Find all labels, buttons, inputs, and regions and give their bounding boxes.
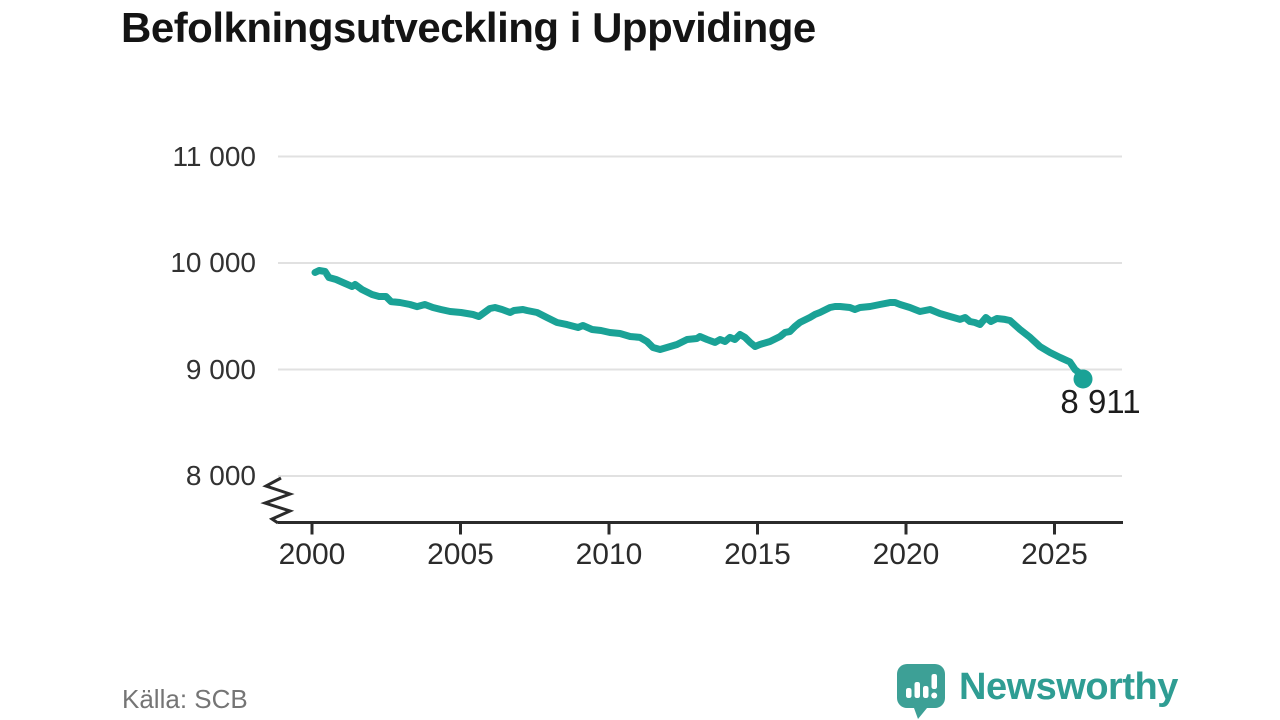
axis-break-icon <box>260 476 295 525</box>
source-note: Källa: SCB <box>122 684 248 714</box>
y-tick-label: 9 000 <box>185 353 256 385</box>
newsworthy-wordmark: Newsworthy <box>959 666 1178 708</box>
x-tick-label: 2020 <box>872 538 940 571</box>
x-tick-label: 2000 <box>278 538 346 571</box>
y-tick-label: 11 000 <box>172 140 256 172</box>
last-value-label: 8 911 <box>1060 383 1141 420</box>
x-tick-label: 2010 <box>575 538 643 571</box>
page-title: Befolkningsutveckling i Uppvidinge <box>121 4 816 51</box>
data-series-line <box>311 267 1093 389</box>
bar-chart-speech-bubble-icon <box>897 664 945 719</box>
x-tick-label: 2025 <box>1021 538 1088 571</box>
x-tick-label: 2015 <box>724 538 791 571</box>
newsworthy-logo: Newsworthy <box>893 662 1178 720</box>
x-tick-label: 2005 <box>427 538 494 571</box>
last-point-marker <box>1073 369 1093 389</box>
y-tick-label: 8 000 <box>185 460 256 491</box>
y-tick-label: 10 000 <box>170 247 256 278</box>
gridlines <box>278 155 1122 477</box>
population-line <box>311 267 1087 383</box>
x-axis <box>278 521 1123 535</box>
